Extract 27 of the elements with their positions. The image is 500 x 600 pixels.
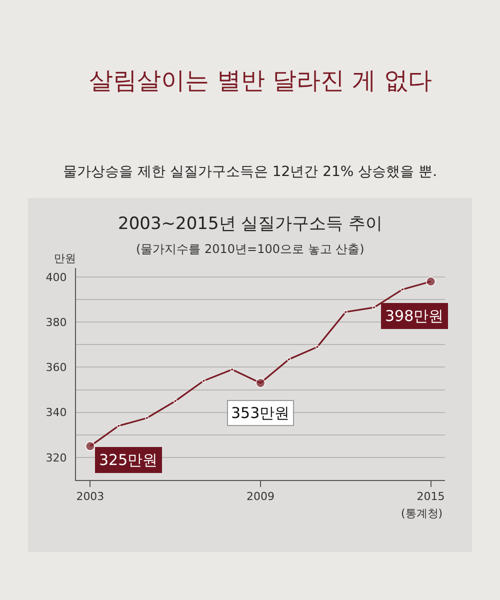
- y-tick-label: 320: [46, 451, 67, 464]
- y-tick-label: 340: [46, 406, 67, 420]
- x-tick-label: 2009: [246, 490, 274, 504]
- y-axis-title: 만원: [54, 252, 76, 265]
- point: [286, 357, 291, 362]
- text: 2003~2015년 실질가구소득 추이: [118, 214, 383, 234]
- data-label: 325만원: [99, 451, 158, 469]
- point: [400, 287, 404, 292]
- point: [372, 305, 376, 310]
- y-tick-label: 380: [46, 316, 67, 329]
- data-label: 353만원: [231, 404, 290, 422]
- text: (통계청): [401, 507, 443, 520]
- point: [173, 399, 178, 404]
- point: [116, 424, 121, 428]
- point: [315, 344, 320, 349]
- point: [202, 378, 206, 383]
- chart-title: 살림살이는 별반 달라진 게 없다: [89, 66, 432, 94]
- text: (물가지수를 2010년=100으로 놓고 산출): [136, 242, 364, 256]
- point: [144, 416, 149, 420]
- x-tick-label: 2003: [76, 490, 104, 504]
- point: [230, 367, 234, 372]
- chart-subtitle: 물가상승을 제한 실질가구소득은 12년간 21% 상승했을 뿐.: [63, 164, 438, 180]
- y-tick-label: 360: [46, 361, 67, 374]
- data-label: 398만원: [385, 307, 444, 325]
- point: [344, 310, 348, 314]
- y-tick-label: 400: [46, 270, 67, 284]
- x-tick-label: 2015: [416, 490, 445, 504]
